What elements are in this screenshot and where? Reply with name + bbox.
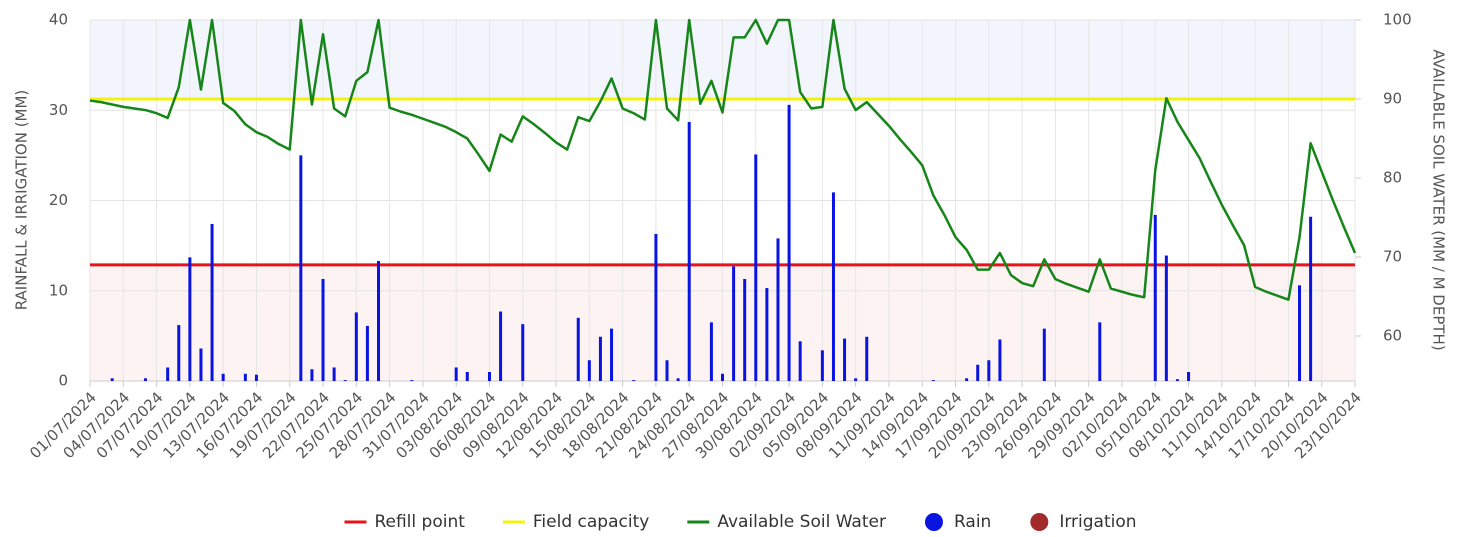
- y2-tick-label: 70: [1383, 247, 1402, 265]
- bar: [732, 266, 736, 381]
- bar: [654, 233, 658, 381]
- bar: [1175, 379, 1179, 381]
- y2-tick-label: 80: [1383, 168, 1402, 186]
- bar: [1153, 214, 1157, 381]
- bar: [199, 348, 203, 381]
- bar: [687, 121, 691, 382]
- bar: [787, 104, 791, 382]
- bar: [765, 288, 769, 381]
- legend: Refill point Field capacity Available Soil…: [344, 512, 1137, 532]
- legend-item[interactable]: Refill point: [344, 512, 465, 532]
- bar: [465, 371, 469, 381]
- bar: [210, 223, 214, 381]
- bar: [1164, 255, 1168, 381]
- bar: [854, 378, 858, 381]
- legend-item[interactable]: Rain: [924, 512, 991, 532]
- bar: [243, 373, 247, 381]
- bar: [820, 350, 824, 381]
- bar: [798, 341, 802, 381]
- bar: [1187, 371, 1191, 381]
- bar: [843, 338, 847, 381]
- bar: [332, 367, 336, 381]
- bar: [343, 380, 347, 381]
- bar: [354, 312, 358, 381]
- bar: [987, 360, 991, 381]
- bar: [166, 367, 170, 381]
- bar: [499, 311, 503, 381]
- bar: [676, 378, 680, 381]
- legend-label: Refill point: [374, 512, 465, 532]
- bar: [998, 339, 1002, 381]
- bar: [188, 257, 192, 381]
- legend-item[interactable]: Irrigation: [1030, 512, 1137, 532]
- bar: [110, 378, 114, 381]
- bar: [965, 378, 969, 381]
- bar: [931, 380, 935, 381]
- legend-label: Available Soil Water: [717, 512, 886, 532]
- bar: [1298, 285, 1302, 381]
- y2-tick-label: 90: [1383, 89, 1402, 107]
- bar: [410, 380, 414, 381]
- bar: [865, 336, 869, 381]
- bar: [1309, 216, 1313, 381]
- bar: [754, 154, 758, 381]
- bar: [299, 155, 303, 381]
- bar: [709, 322, 713, 381]
- legend-symbol: [924, 513, 943, 531]
- bar: [776, 238, 780, 381]
- bar: [598, 336, 602, 381]
- y-axis-title: RAINFALL & IRRIGATION (MM): [13, 90, 31, 311]
- y-tick-label: 10: [49, 281, 68, 299]
- bar: [221, 373, 225, 381]
- legend-label: Field capacity: [533, 512, 649, 532]
- bar: [177, 325, 181, 381]
- bar: [454, 367, 458, 381]
- bar: [365, 325, 369, 381]
- y2-tick-label: 100: [1383, 11, 1412, 29]
- y-tick-label: 0: [58, 372, 68, 390]
- y-tick-label: 20: [49, 191, 68, 209]
- bar: [831, 192, 835, 381]
- bar: [632, 380, 636, 381]
- bar: [254, 374, 258, 381]
- legend-label: Irrigation: [1059, 512, 1136, 532]
- bar: [487, 371, 491, 381]
- bar: [743, 279, 747, 381]
- bar: [721, 373, 724, 381]
- bar: [665, 360, 669, 381]
- bar: [143, 378, 147, 381]
- legend-item[interactable]: Field capacity: [502, 512, 649, 532]
- legend-label: Rain: [954, 512, 991, 532]
- bar: [610, 328, 614, 381]
- bar: [576, 317, 580, 381]
- bar: [521, 324, 525, 381]
- y2-tick-label: 60: [1383, 326, 1402, 344]
- y-tick-label: 30: [49, 101, 68, 119]
- soil-water-line: [89, 18, 1357, 301]
- bar: [310, 369, 314, 381]
- bar: [321, 279, 325, 381]
- bar: [976, 364, 980, 381]
- legend-item[interactable]: Available Soil Water: [687, 512, 886, 532]
- bar: [377, 260, 381, 381]
- bar: [587, 360, 591, 381]
- y-tick-label: 40: [49, 11, 68, 29]
- y2-axis-title: AVAILABLE SOIL WATER (MM / M DEPTH): [1430, 49, 1448, 350]
- bar: [1098, 322, 1102, 381]
- legend-symbol: [1030, 513, 1049, 531]
- bar: [1042, 328, 1046, 381]
